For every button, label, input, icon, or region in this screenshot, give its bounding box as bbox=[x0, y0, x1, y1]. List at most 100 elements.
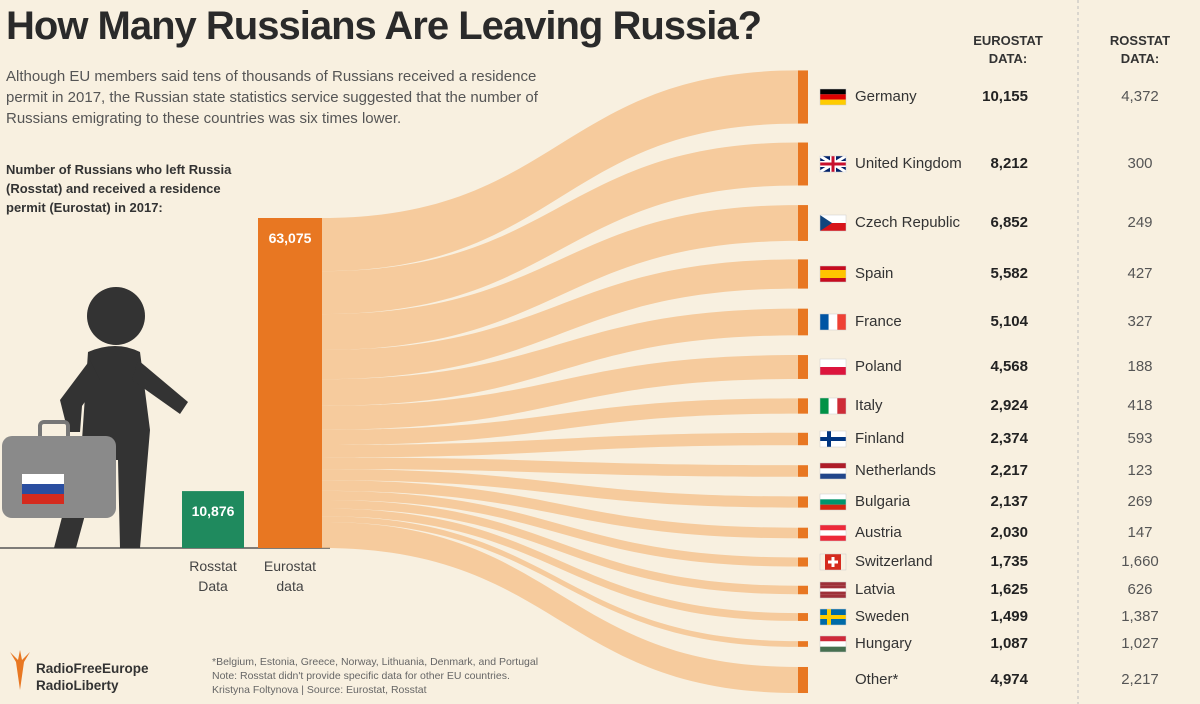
flag-stripe bbox=[820, 398, 829, 414]
flag-border bbox=[819, 214, 847, 232]
flag-border bbox=[819, 265, 847, 283]
flag bbox=[819, 154, 847, 174]
eurostat-value: 10,155 bbox=[982, 88, 1028, 105]
flow bbox=[322, 432, 798, 458]
flag-border bbox=[819, 397, 847, 415]
eurostat-value: 2,924 bbox=[990, 397, 1028, 414]
eurostat-value: 1,625 bbox=[990, 581, 1028, 598]
flag bbox=[819, 524, 847, 542]
rosstat-value: 593 bbox=[1127, 430, 1153, 447]
flag bbox=[819, 581, 847, 599]
flag-stripe bbox=[820, 367, 846, 375]
flag-stripe bbox=[820, 278, 846, 282]
country-label: Bulgaria bbox=[855, 493, 911, 510]
flag-border bbox=[819, 430, 847, 448]
flag-stripe bbox=[820, 473, 846, 479]
eurostat-value: 2,217 bbox=[990, 462, 1028, 479]
bar-value-label: 10,876 bbox=[191, 503, 235, 520]
eurostat-value: 6,852 bbox=[990, 214, 1028, 231]
flag-stripe bbox=[820, 525, 846, 531]
flag-stripe bbox=[820, 359, 846, 367]
rosstat-value: 327 bbox=[1127, 313, 1153, 330]
flag bbox=[819, 462, 847, 480]
flow bbox=[322, 457, 798, 477]
flow bbox=[322, 308, 798, 406]
eurostat-value: 8,212 bbox=[990, 155, 1028, 172]
country-label: Other* bbox=[855, 671, 899, 688]
flag bbox=[819, 493, 847, 511]
country-label: Hungary bbox=[855, 635, 912, 652]
footnote: Kristyna Foltynova | Source: Eurostat, R… bbox=[212, 684, 427, 696]
flow bbox=[322, 469, 798, 508]
rosstat-value: 626 bbox=[1127, 581, 1153, 598]
flag-border bbox=[819, 608, 847, 626]
flag-stripe bbox=[820, 582, 846, 586]
country-bar bbox=[798, 205, 808, 241]
footnote: *Belgium, Estonia, Greece, Norway, Lithu… bbox=[212, 656, 539, 668]
flag-stripe bbox=[820, 266, 846, 270]
flag-stripe bbox=[827, 431, 831, 447]
flag-stripe bbox=[820, 314, 829, 330]
flag-stripe bbox=[820, 463, 846, 469]
country-label: Latvia bbox=[855, 581, 896, 598]
country-bar bbox=[798, 259, 808, 289]
flag-stripe bbox=[820, 94, 846, 100]
flag-stripe bbox=[828, 314, 838, 330]
country-bar bbox=[798, 527, 808, 539]
flag-stripe bbox=[820, 504, 846, 510]
flag-stripe bbox=[831, 156, 835, 172]
country-label: Finland bbox=[855, 430, 905, 447]
flag-stripe bbox=[820, 535, 846, 541]
flag-border bbox=[819, 88, 847, 106]
flag-border bbox=[819, 581, 847, 599]
country-label: Germany bbox=[855, 88, 917, 105]
flag bbox=[819, 430, 847, 448]
flag-stripe bbox=[837, 314, 846, 330]
eurostat-value: 2,374 bbox=[990, 430, 1028, 447]
flag-stripe bbox=[820, 585, 846, 589]
flag-stripe bbox=[820, 223, 846, 231]
flag bbox=[819, 608, 847, 626]
country-bar bbox=[798, 465, 808, 477]
logo-text: RadioFreeEurope bbox=[36, 661, 149, 676]
flag-stripe bbox=[820, 641, 846, 647]
country-label: Italy bbox=[855, 397, 883, 414]
rosstat-value: 249 bbox=[1127, 214, 1153, 231]
title: How Many Russians Are Leaving Russia? bbox=[6, 4, 762, 48]
flag-stripe bbox=[820, 215, 846, 223]
rosstat-value: 188 bbox=[1127, 358, 1153, 375]
country-bar bbox=[798, 613, 808, 621]
rosstat-value: 300 bbox=[1127, 155, 1153, 172]
flag-border bbox=[819, 524, 847, 542]
rosstat-value: 147 bbox=[1127, 524, 1153, 541]
country-bar bbox=[798, 666, 808, 694]
country-label: Poland bbox=[855, 358, 902, 375]
country-bar bbox=[798, 585, 808, 595]
country-bar bbox=[798, 641, 808, 647]
eurostat-value: 5,104 bbox=[990, 313, 1028, 330]
flow bbox=[322, 499, 798, 595]
rosstat-value: 2,217 bbox=[1121, 671, 1159, 688]
flag-stripe bbox=[820, 588, 846, 592]
flag-border bbox=[819, 462, 847, 480]
country-label: United Kingdom bbox=[855, 155, 962, 172]
flow bbox=[322, 521, 798, 694]
flag bbox=[819, 313, 847, 331]
rosstat-value: 4,372 bbox=[1121, 88, 1159, 105]
flow bbox=[322, 490, 798, 567]
country-label: Spain bbox=[855, 265, 894, 282]
eurostat-value: 2,030 bbox=[990, 524, 1028, 541]
eurostat-value: 5,582 bbox=[990, 265, 1028, 282]
country-label: Switzerland bbox=[855, 553, 933, 570]
eurostat-value: 1,087 bbox=[990, 635, 1028, 652]
country-bar bbox=[798, 432, 808, 446]
flag-stripe bbox=[828, 398, 838, 414]
flag-stripe bbox=[820, 270, 846, 274]
flag bbox=[819, 214, 847, 232]
flag-stripe bbox=[820, 530, 846, 536]
country-label: France bbox=[855, 313, 902, 330]
flag-border bbox=[819, 313, 847, 331]
total-bar bbox=[258, 218, 322, 548]
flag bbox=[819, 358, 847, 376]
